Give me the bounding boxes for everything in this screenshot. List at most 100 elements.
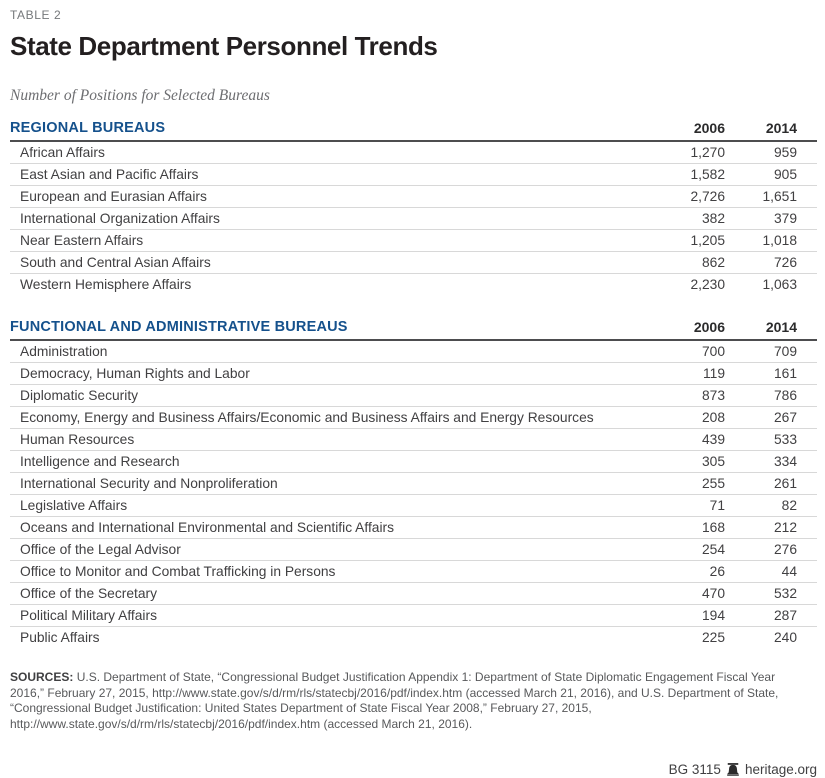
value-2014: 1,018 (762, 233, 797, 248)
table-row: European and Eurasian Affairs 2,726 1,651 (10, 186, 817, 208)
table-row: International Organization Affairs 382 379 (10, 208, 817, 230)
bureau-name: Office to Monitor and Combat Trafficking… (20, 564, 336, 579)
value-2006: 194 (701, 608, 725, 623)
value-2006: 1,205 (690, 233, 725, 248)
table-row: Economy, Energy and Business Affairs/Eco… (10, 407, 817, 429)
column-header-2006: 2006 (693, 319, 725, 335)
value-2006: 2,230 (690, 277, 725, 292)
bureau-name: Western Hemisphere Affairs (20, 277, 192, 292)
value-2006: 2,726 (690, 189, 725, 204)
value-2006: 382 (701, 211, 725, 226)
document-id: BG 3115 (668, 762, 721, 777)
value-2006: 439 (701, 432, 725, 447)
column-header-2014: 2014 (765, 120, 797, 136)
value-2006: 1,582 (690, 167, 725, 182)
value-2014: 82 (781, 498, 797, 513)
bureau-name: East Asian and Pacific Affairs (20, 167, 199, 182)
column-header-2014: 2014 (765, 319, 797, 335)
table-row: Office of the Secretary 470 532 (10, 583, 817, 605)
bureau-name: Democracy, Human Rights and Labor (20, 366, 250, 381)
table-row: International Security and Nonproliferat… (10, 473, 817, 495)
bureau-name: Near Eastern Affairs (20, 233, 144, 248)
table-section: FUNCTIONAL AND ADMINISTRATIVE BUREAUS 200… (10, 319, 817, 648)
bureau-name: European and Eurasian Affairs (20, 189, 207, 204)
section-header-label: FUNCTIONAL AND ADMINISTRATIVE BUREAUS (10, 319, 348, 335)
bureau-name: Diplomatic Security (20, 388, 139, 403)
site-name: heritage.org (744, 762, 817, 777)
value-2006: 305 (701, 454, 725, 469)
page-title: State Department Personnel Trends (10, 31, 438, 61)
value-2014: 44 (781, 564, 797, 579)
table-row: Human Resources 439 533 (10, 429, 817, 451)
value-2014: 959 (773, 145, 797, 160)
value-2006: 208 (701, 410, 725, 425)
value-2014: 261 (773, 476, 797, 491)
table-sections: REGIONAL BUREAUS 2006 2014 African Affairs 1… (10, 120, 817, 648)
value-2006: 470 (701, 586, 725, 601)
table-row: Administration 700 709 (10, 341, 817, 363)
value-2006: 873 (701, 388, 725, 403)
section-header-label: REGIONAL BUREAUS (10, 120, 166, 136)
table-row: Office of the Legal Advisor 254 276 (10, 539, 817, 561)
value-2014: 726 (773, 255, 797, 270)
bureau-name: Office of the Legal Advisor (20, 542, 181, 557)
sources-note: SOURCES: U.S. Department of State, “Cong… (10, 670, 792, 732)
bureau-name: Legislative Affairs (20, 498, 128, 513)
value-2014: 212 (773, 520, 797, 535)
liberty-bell-icon (726, 763, 740, 776)
bureau-name: International Organization Affairs (20, 211, 220, 226)
value-2014: 161 (773, 366, 797, 381)
section-header-row: REGIONAL BUREAUS 2006 2014 (10, 120, 817, 142)
value-2014: 1,651 (762, 189, 797, 204)
value-2006: 168 (701, 520, 725, 535)
value-2006: 254 (701, 542, 725, 557)
table-subtitle: Number of Positions for Selected Bureaus (10, 87, 270, 104)
bureau-name: Administration (20, 344, 108, 359)
value-2014: 786 (773, 388, 797, 403)
table-row: Office to Monitor and Combat Trafficking… (10, 561, 817, 583)
value-2006: 1,270 (690, 145, 725, 160)
table-row: South and Central Asian Affairs 862 726 (10, 252, 817, 274)
column-header-2006: 2006 (693, 120, 725, 136)
bureau-name: Office of the Secretary (20, 586, 158, 601)
table-row: Diplomatic Security 873 786 (10, 385, 817, 407)
value-2014: 267 (773, 410, 797, 425)
bureau-name: Political Military Affairs (20, 608, 157, 623)
bureau-name: Intelligence and Research (20, 454, 180, 469)
value-2006: 26 (709, 564, 725, 579)
value-2006: 71 (709, 498, 725, 513)
table-row: Oceans and International Environmental a… (10, 517, 817, 539)
sources-label: SOURCES: (10, 670, 74, 684)
value-2014: 709 (773, 344, 797, 359)
table-row: African Affairs 1,270 959 (10, 142, 817, 164)
table-row: Near Eastern Affairs 1,205 1,018 (10, 230, 817, 252)
value-2014: 905 (773, 167, 797, 182)
bureau-name: Human Resources (20, 432, 135, 447)
table-row: Intelligence and Research 305 334 (10, 451, 817, 473)
value-2014: 240 (773, 630, 797, 645)
table-label: TABLE 2 (10, 8, 62, 22)
table-row: Legislative Affairs 71 82 (10, 495, 817, 517)
bureau-name: African Affairs (20, 145, 105, 160)
value-2006: 255 (701, 476, 725, 491)
table-row: Western Hemisphere Affairs 2,230 1,063 (10, 274, 817, 295)
table-row: East Asian and Pacific Affairs 1,582 905 (10, 164, 817, 186)
value-2014: 532 (773, 586, 797, 601)
value-2014: 276 (773, 542, 797, 557)
table-row: Political Military Affairs 194 287 (10, 605, 817, 627)
value-2014: 1,063 (762, 277, 797, 292)
value-2006: 700 (701, 344, 725, 359)
value-2014: 334 (773, 454, 797, 469)
bureau-name: Oceans and International Environmental a… (20, 520, 395, 535)
bureau-name: International Security and Nonproliferat… (20, 476, 278, 491)
value-2014: 533 (773, 432, 797, 447)
table-section: REGIONAL BUREAUS 2006 2014 African Affairs 1… (10, 120, 817, 295)
value-2006: 119 (703, 366, 725, 381)
value-2006: 225 (701, 630, 725, 645)
bureau-name: Public Affairs (20, 630, 100, 645)
table-row: Public Affairs 225 240 (10, 627, 817, 648)
value-2014: 287 (773, 608, 797, 623)
footer: BG 3115 heritage.org (669, 762, 817, 777)
sources-text: U.S. Department of State, “Congressional… (10, 670, 779, 731)
